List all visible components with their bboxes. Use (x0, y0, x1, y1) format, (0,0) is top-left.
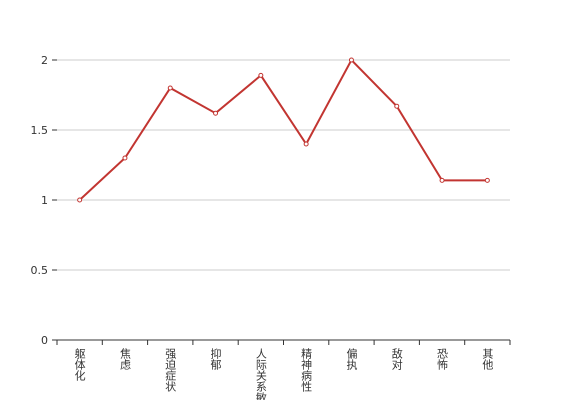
x-tick-label: 其他 (481, 348, 494, 370)
point (484, 177, 490, 183)
point (303, 141, 309, 147)
x-tick-label: 精神病性 (300, 348, 313, 393)
x-tick-label: 抑郁 (209, 347, 222, 370)
y-tick-label: 0 (41, 334, 48, 347)
y-tick-label: 1 (41, 194, 48, 207)
point (348, 57, 354, 63)
y-tick-label: 1.5 (31, 124, 49, 137)
point (213, 110, 219, 116)
x-tick-label: 恐怖 (436, 348, 449, 370)
point (258, 72, 264, 78)
point (394, 103, 400, 109)
point (167, 85, 173, 91)
y-tick-label: 2 (41, 54, 48, 67)
x-tick-label: 人际关系敏感 (254, 348, 267, 400)
point (439, 177, 445, 183)
y-tick-label: 0.5 (31, 264, 49, 277)
x-tick-label: 躯体化 (73, 348, 86, 382)
x-tick-label: 敌对 (390, 347, 403, 370)
x-tick-label: 焦虑 (118, 348, 131, 370)
point (77, 197, 83, 203)
x-tick-label: 强迫症状 (164, 348, 177, 392)
point (122, 155, 128, 161)
line (78, 58, 488, 201)
x-tick-label: 偏执 (345, 347, 358, 371)
